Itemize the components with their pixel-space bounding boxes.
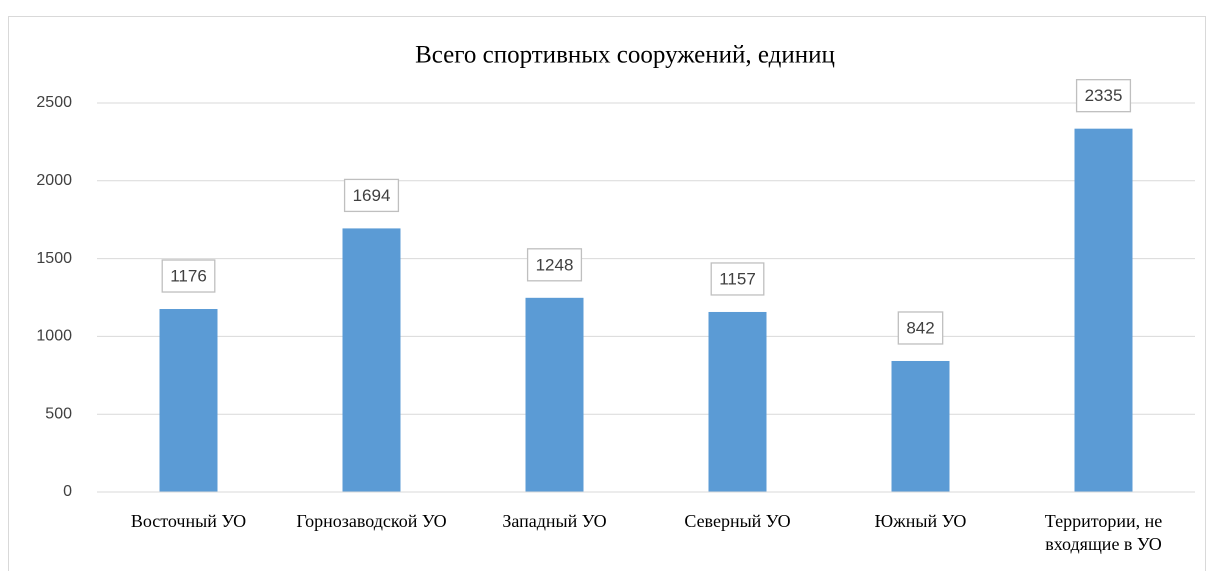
bar bbox=[159, 309, 218, 492]
chart-frame bbox=[8, 16, 1206, 571]
y-tick-label: 500 bbox=[45, 405, 72, 422]
data-label-box bbox=[343, 178, 400, 213]
bar bbox=[525, 297, 584, 492]
bar bbox=[1074, 128, 1133, 492]
y-tick-label: 0 bbox=[63, 483, 72, 500]
data-label-box bbox=[161, 259, 216, 293]
chart-title: Всего спортивных сооружений, единиц bbox=[415, 42, 835, 69]
x-tick-label: Территории, не входящие в УО bbox=[1044, 511, 1163, 554]
x-tick-label: Восточный УО bbox=[130, 511, 247, 531]
data-label: 1176 bbox=[170, 266, 207, 285]
data-label: 1248 bbox=[536, 255, 574, 274]
data-label-box bbox=[897, 311, 944, 345]
bar bbox=[708, 311, 767, 492]
x-tick-label: Южный УО bbox=[874, 511, 967, 531]
bar bbox=[342, 228, 401, 492]
data-label: 2335 bbox=[1085, 86, 1123, 105]
x-tick-label: Западный УО bbox=[502, 511, 607, 531]
data-label: 1157 bbox=[719, 269, 756, 288]
bar bbox=[891, 360, 950, 492]
x-tick-label: Горнозаводской УО bbox=[296, 511, 447, 531]
data-label-box bbox=[1075, 79, 1132, 113]
data-label-box bbox=[526, 248, 583, 282]
data-label: 1694 bbox=[353, 186, 391, 205]
data-label: 842 bbox=[906, 318, 934, 337]
data-label-box bbox=[710, 262, 765, 296]
y-tick-label: 1000 bbox=[36, 328, 72, 345]
y-tick-label: 2000 bbox=[36, 172, 72, 189]
x-tick-label: Северный УО bbox=[684, 511, 791, 531]
y-tick-label: 2500 bbox=[36, 94, 72, 111]
y-tick-label: 1500 bbox=[36, 250, 72, 267]
